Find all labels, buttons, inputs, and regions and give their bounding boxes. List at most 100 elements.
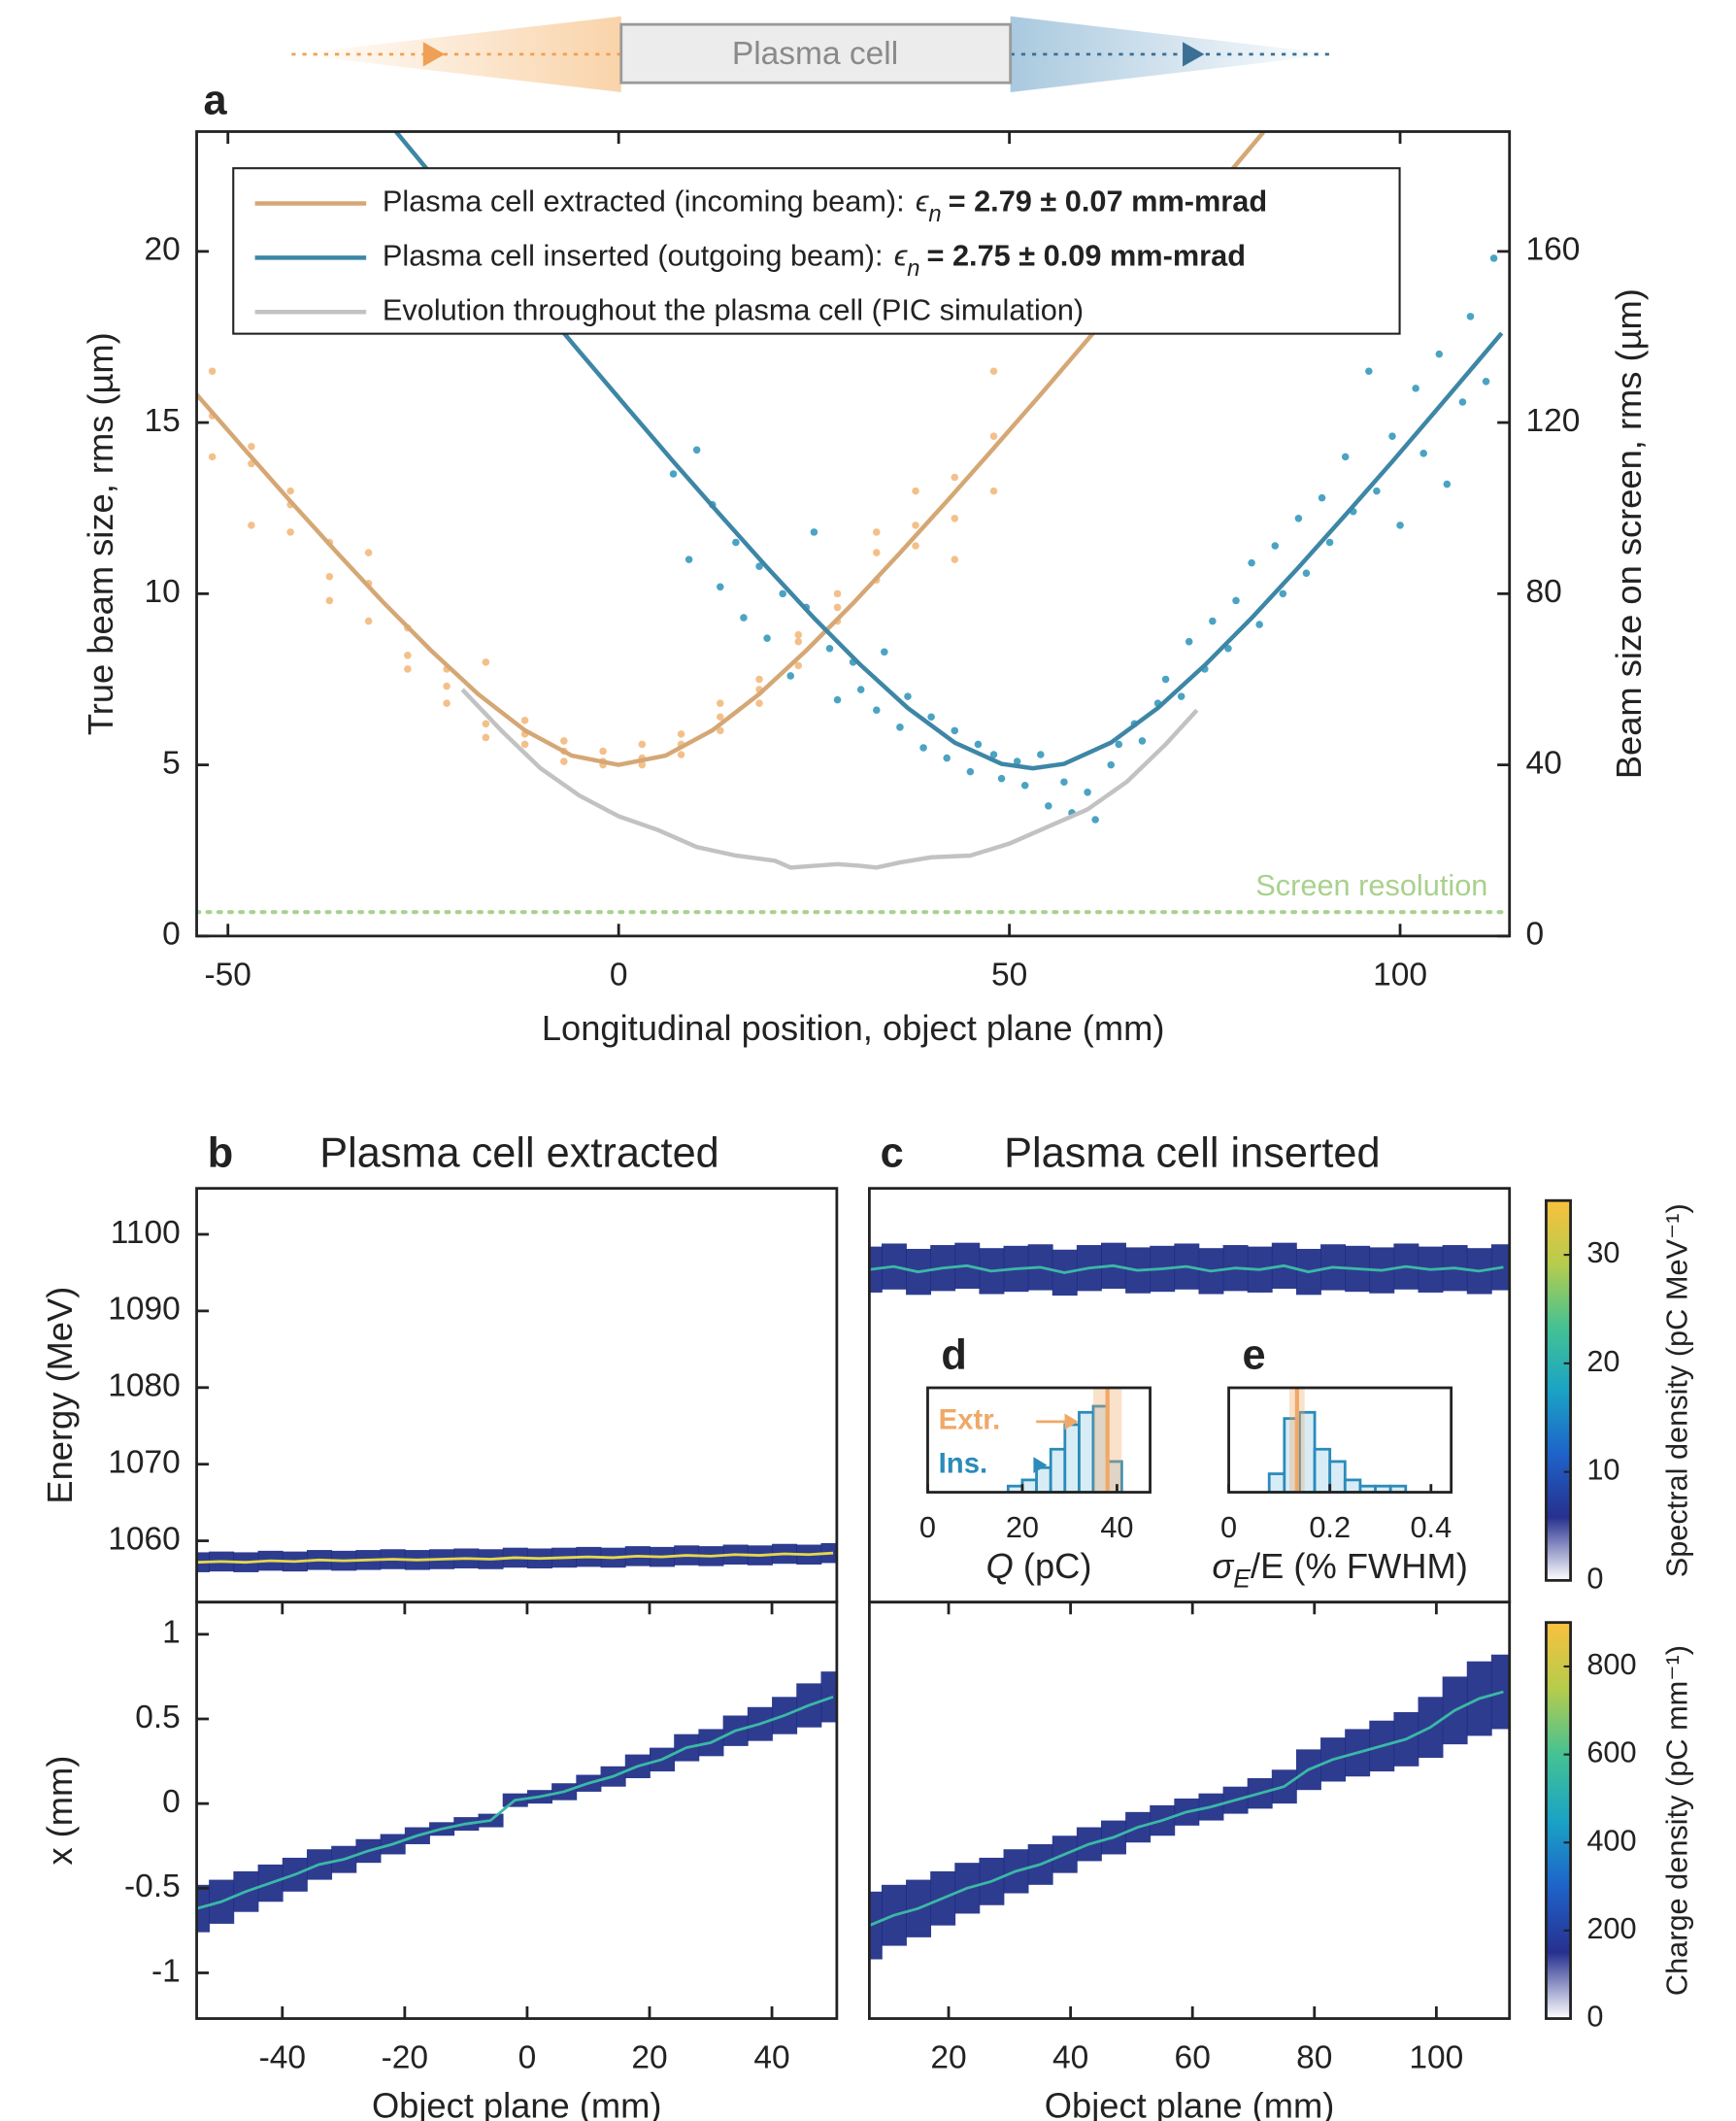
panel-letter: a xyxy=(204,78,228,124)
beam-center xyxy=(196,1551,834,1565)
data-point xyxy=(732,538,740,547)
data-point xyxy=(1248,558,1255,567)
data-point xyxy=(833,589,842,598)
y-axis-label: Energy (MeV) xyxy=(40,1287,80,1504)
data-point xyxy=(896,724,904,731)
data-point xyxy=(364,617,373,625)
data-point xyxy=(286,487,294,495)
data-point xyxy=(989,432,998,440)
data-point xyxy=(717,713,724,722)
data-point xyxy=(1388,432,1396,440)
data-point xyxy=(912,487,919,495)
data-point xyxy=(912,542,919,550)
x-tick-label: 50 xyxy=(991,958,1027,993)
axes-frame xyxy=(1227,1386,1453,1494)
data-point xyxy=(1115,740,1123,749)
data-point xyxy=(810,528,818,536)
x-axis-label-part: E xyxy=(1233,1564,1251,1593)
data-point xyxy=(951,473,959,482)
x-axis-label-part: /E (% FWHM) xyxy=(1251,1545,1468,1585)
x-axis-label-part: (pC) xyxy=(1014,1545,1092,1585)
data-point xyxy=(1373,487,1381,495)
annotation: Extr. xyxy=(939,1404,1001,1436)
data-point xyxy=(1037,751,1045,758)
fit-line xyxy=(394,131,1504,771)
data-point xyxy=(717,583,724,591)
data-point xyxy=(1318,493,1326,502)
legend-symbol: ϵ xyxy=(894,239,908,273)
data-point xyxy=(1489,254,1498,262)
colorbar-tick-label: 0 xyxy=(1586,2000,1603,2034)
data-point xyxy=(520,716,529,724)
data-point xyxy=(1412,385,1419,392)
data-point xyxy=(1107,760,1116,769)
y-tick-label: 1090 xyxy=(108,1292,181,1328)
data-point xyxy=(833,603,842,612)
beam-slice xyxy=(820,1671,837,1723)
y-tick-label: 20 xyxy=(145,232,181,268)
data-point xyxy=(951,515,959,522)
x-tick-label: -20 xyxy=(382,2039,428,2075)
data-point xyxy=(1271,542,1280,550)
beam-center xyxy=(869,1263,1504,1274)
data-point xyxy=(825,644,834,653)
x-axis-label-part: σ xyxy=(1212,1545,1235,1585)
data-point xyxy=(325,572,334,581)
data-point xyxy=(1013,758,1021,765)
data-point xyxy=(873,528,881,536)
histogram-bar xyxy=(1267,1472,1286,1493)
y-tick-label: 0 xyxy=(1525,917,1544,953)
data-point xyxy=(482,658,490,666)
legend: Plasma cell extracted (incoming beam): ϵn… xyxy=(232,167,1401,335)
data-point xyxy=(989,367,998,376)
x-tick-label: 80 xyxy=(1296,2039,1332,2075)
data-point xyxy=(794,637,803,646)
data-point xyxy=(1458,398,1467,406)
axes-frame xyxy=(195,1187,839,1604)
data-point xyxy=(794,661,803,670)
data-point xyxy=(208,453,217,461)
data-point xyxy=(208,367,217,376)
reference-label: Screen resolution xyxy=(1255,868,1487,902)
data-point xyxy=(1255,621,1263,628)
data-point xyxy=(740,614,748,622)
x-tick-label: 40 xyxy=(1052,2039,1088,2075)
x-tick-label: 0 xyxy=(518,2039,537,2075)
axes-frame xyxy=(868,1600,1512,2020)
data-point xyxy=(1161,675,1170,684)
histogram-bar xyxy=(1343,1478,1362,1493)
colorbar xyxy=(1545,1621,1572,2020)
fit-line xyxy=(460,688,1199,870)
y-tick-label: -1 xyxy=(151,1953,181,1989)
colorbar-tick-label: 0 xyxy=(1586,1561,1603,1595)
data-point xyxy=(755,699,763,707)
plasma-cell-label: Plasma cell xyxy=(732,36,898,72)
data-point xyxy=(404,665,412,673)
x-axis-label: Q (pC) xyxy=(986,1545,1092,1585)
data-point xyxy=(997,774,1006,783)
y-tick-label: 1070 xyxy=(108,1445,181,1481)
data-point xyxy=(1294,515,1303,522)
x-axis-label: Longitudinal position, object plane (mm) xyxy=(542,1008,1165,1048)
histogram-bar xyxy=(1063,1423,1081,1493)
incoming-arrow xyxy=(422,42,446,67)
legend-subscript: n xyxy=(907,256,919,282)
data-point xyxy=(560,758,568,765)
x-tick-label: 40 xyxy=(753,2039,789,2075)
x-tick-label: 0 xyxy=(610,958,628,993)
data-point xyxy=(927,713,935,722)
x-axis-label: Object plane (mm) xyxy=(1045,2085,1335,2121)
x-tick-label: 100 xyxy=(1409,2039,1463,2075)
legend-subscript: n xyxy=(928,202,941,227)
data-point xyxy=(1435,350,1444,358)
data-point xyxy=(560,737,568,745)
data-point xyxy=(755,562,763,570)
annotation-arrowhead xyxy=(1064,1413,1079,1431)
y-tick-label: 40 xyxy=(1525,745,1561,781)
axes-frame xyxy=(926,1386,1152,1494)
beam-slice xyxy=(1490,1654,1510,1730)
data-point xyxy=(1209,617,1217,625)
y2-axis-label: Beam size on screen, rms (µm) xyxy=(1609,288,1649,779)
data-point xyxy=(638,760,647,769)
